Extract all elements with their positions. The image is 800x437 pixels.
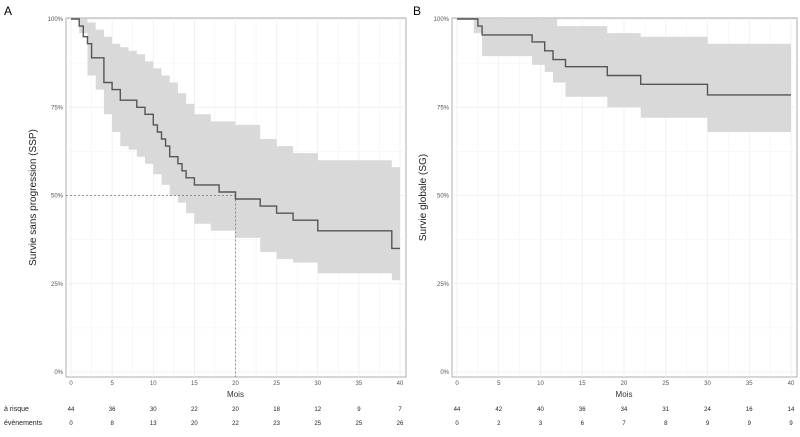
x-tick-label: 35 xyxy=(356,381,363,387)
panel-b: B0%25%50%75%100%0 5 10 15 20 25 30 35 40MoisSurv… xyxy=(413,4,798,427)
x-tick-label: 20 xyxy=(621,381,628,387)
y-tick-label: 100% xyxy=(48,17,64,23)
risk-table-value: 26 xyxy=(397,421,404,427)
risk-table-value: 9 xyxy=(748,421,752,427)
y-tick-label: 25% xyxy=(51,282,64,288)
risk-table-value: 6 xyxy=(581,421,585,427)
risk-table-value: 13 xyxy=(150,421,157,427)
risk-table-value: 23 xyxy=(273,421,280,427)
x-tick-label: 30 xyxy=(314,381,321,387)
risk-table-value: 34 xyxy=(621,407,628,413)
x-tick-label: 40 xyxy=(788,381,795,387)
risk-row-label: à risque xyxy=(4,406,29,413)
risk-table-value: 24 xyxy=(704,407,711,413)
risk-table-value: 42 xyxy=(495,407,502,413)
risk-table-value: 22 xyxy=(191,407,198,413)
x-axis-label: Mois xyxy=(616,390,633,399)
y-axis-label: Survie globale (SG) xyxy=(418,154,429,241)
x-tick-label: 20 xyxy=(232,381,239,387)
x-tick-label: 5 xyxy=(497,381,501,387)
x-tick-label: 0 xyxy=(455,381,459,387)
risk-table-value: 36 xyxy=(579,407,586,413)
risk-table-value: 7 xyxy=(398,407,402,413)
x-tick-label: 25 xyxy=(662,381,669,387)
y-tick-label: 75% xyxy=(51,105,64,111)
risk-table-value: 40 xyxy=(537,407,544,413)
risk-table-value: 12 xyxy=(314,407,321,413)
x-tick-label: 10 xyxy=(150,381,157,387)
risk-table-value: 3 xyxy=(539,421,543,427)
panel-letter: B xyxy=(413,4,421,18)
risk-table-value: 30 xyxy=(150,407,157,413)
risk-table-value: 9 xyxy=(357,407,361,413)
risk-table-value: 25 xyxy=(314,421,321,427)
risk-table-value: 8 xyxy=(664,421,668,427)
risk-table-value: 7 xyxy=(622,421,626,427)
panel-letter: A xyxy=(4,4,12,18)
x-tick-label: 5 xyxy=(110,381,114,387)
confidence-band xyxy=(457,19,791,136)
x-tick-label: 25 xyxy=(273,381,280,387)
survival-curve xyxy=(457,18,791,96)
risk-table-value: 44 xyxy=(68,407,75,413)
risk-table-value: 16 xyxy=(746,407,753,413)
risk-table-value: 0 xyxy=(455,421,459,427)
risk-table-value: 20 xyxy=(232,407,239,413)
risk-table-value: 9 xyxy=(789,421,793,427)
y-tick-label: 50% xyxy=(51,194,64,200)
risk-table-value: 18 xyxy=(273,407,280,413)
y-tick-label: 100% xyxy=(434,17,450,23)
panel-a: A 0% 25% 50% 75% 100% 0 5 10 15 20 25 30 35 40 Mois Surv… xyxy=(4,4,407,427)
x-axis-label: Mois xyxy=(227,390,244,399)
y-axis-label: Survie sans progression (SSP) xyxy=(28,129,39,266)
survival-curve xyxy=(71,18,400,250)
x-tick-label: 15 xyxy=(191,381,198,387)
risk-table-value: 9 xyxy=(706,421,710,427)
risk-table-value: 25 xyxy=(356,421,363,427)
y-tick-label: 75% xyxy=(437,105,450,111)
risk-table-value: 8 xyxy=(110,421,114,427)
x-tick-label: 0 xyxy=(69,381,73,387)
risk-table-value: 14 xyxy=(788,407,795,413)
risk-table-value: 2 xyxy=(497,421,501,427)
risk-table-value: 31 xyxy=(662,407,669,413)
risk-table-value: 20 xyxy=(191,421,198,427)
x-tick-label: 10 xyxy=(537,381,544,387)
risk-table-value: 0 xyxy=(69,421,73,427)
risk-table-value: 44 xyxy=(454,407,461,413)
x-tick-label: 30 xyxy=(704,381,711,387)
y-tick-label: 25% xyxy=(437,282,450,288)
risk-row-label: évènements xyxy=(4,420,43,427)
x-tick-label: 35 xyxy=(746,381,753,387)
y-tick-label: 0% xyxy=(440,370,449,376)
risk-table-value: 22 xyxy=(232,421,239,427)
y-tick-label: 50% xyxy=(437,194,450,200)
risk-table-value: 36 xyxy=(109,407,116,413)
x-tick-label: 40 xyxy=(397,381,404,387)
x-tick-label: 15 xyxy=(579,381,586,387)
y-tick-label: 0% xyxy=(54,370,63,376)
